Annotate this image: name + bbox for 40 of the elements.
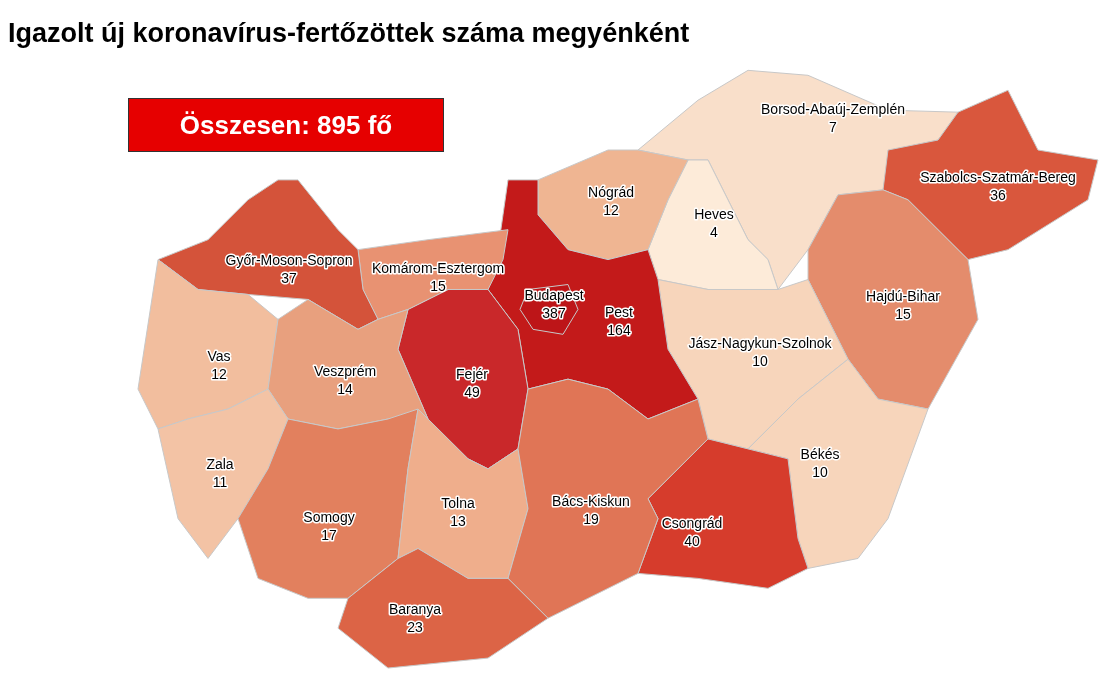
category-label: Szabolcs-Szatmár-Bereg (920, 168, 1076, 185)
text: Igazolt új koronavírus-fertőzöttek száma megyénként (8, 17, 690, 48)
data-label: 11 (212, 473, 228, 490)
data-label: 164 (607, 322, 631, 339)
data-label: 15 (895, 306, 911, 323)
category-label: Tolna (441, 494, 475, 511)
data-label: 23 (407, 619, 423, 636)
category-label: Veszprém (313, 363, 377, 380)
data-label: 19 (583, 510, 599, 527)
category-label: Békés (800, 445, 840, 462)
data-label: 14 (337, 381, 353, 398)
category-label: Baranya (388, 601, 442, 618)
data-label: 15 (430, 278, 446, 295)
category-label: Győr-Moson-Sopron (225, 252, 353, 269)
category-label: Borsod-Abaúj-Zemplén (761, 101, 905, 118)
data-label: 12 (603, 201, 619, 218)
data-label: 10 (752, 353, 768, 370)
category-label: Heves (694, 205, 734, 222)
category-label: Hajdú-Bihar (866, 288, 941, 305)
data-label: 13 (450, 512, 466, 529)
data-label: 7 (829, 119, 838, 136)
data-label: 10 (812, 463, 828, 480)
data-label: 36 (990, 186, 1006, 203)
category-label: Nógrád (588, 183, 634, 200)
category-label: Somogy (303, 509, 355, 526)
data-label: 49 (464, 384, 480, 401)
category-label: Pest (604, 304, 634, 321)
data-label: 17 (321, 527, 337, 544)
category-label: Zala (206, 455, 234, 472)
category-label: Vas (207, 348, 231, 365)
text: Összesen: 895 fő (128, 98, 444, 152)
data-label: 37 (281, 270, 297, 287)
data-label: 12 (211, 366, 227, 383)
category-label: Bács-Kiskun (552, 492, 630, 509)
data-label: 387 (542, 305, 566, 322)
data-label: 4 (710, 223, 719, 240)
category-label: Jász-Nagykun-Szolnok (688, 335, 833, 352)
category-label: Csongrád (661, 515, 723, 532)
data-label: 40 (684, 533, 700, 550)
category-label: Fejér (456, 366, 489, 383)
